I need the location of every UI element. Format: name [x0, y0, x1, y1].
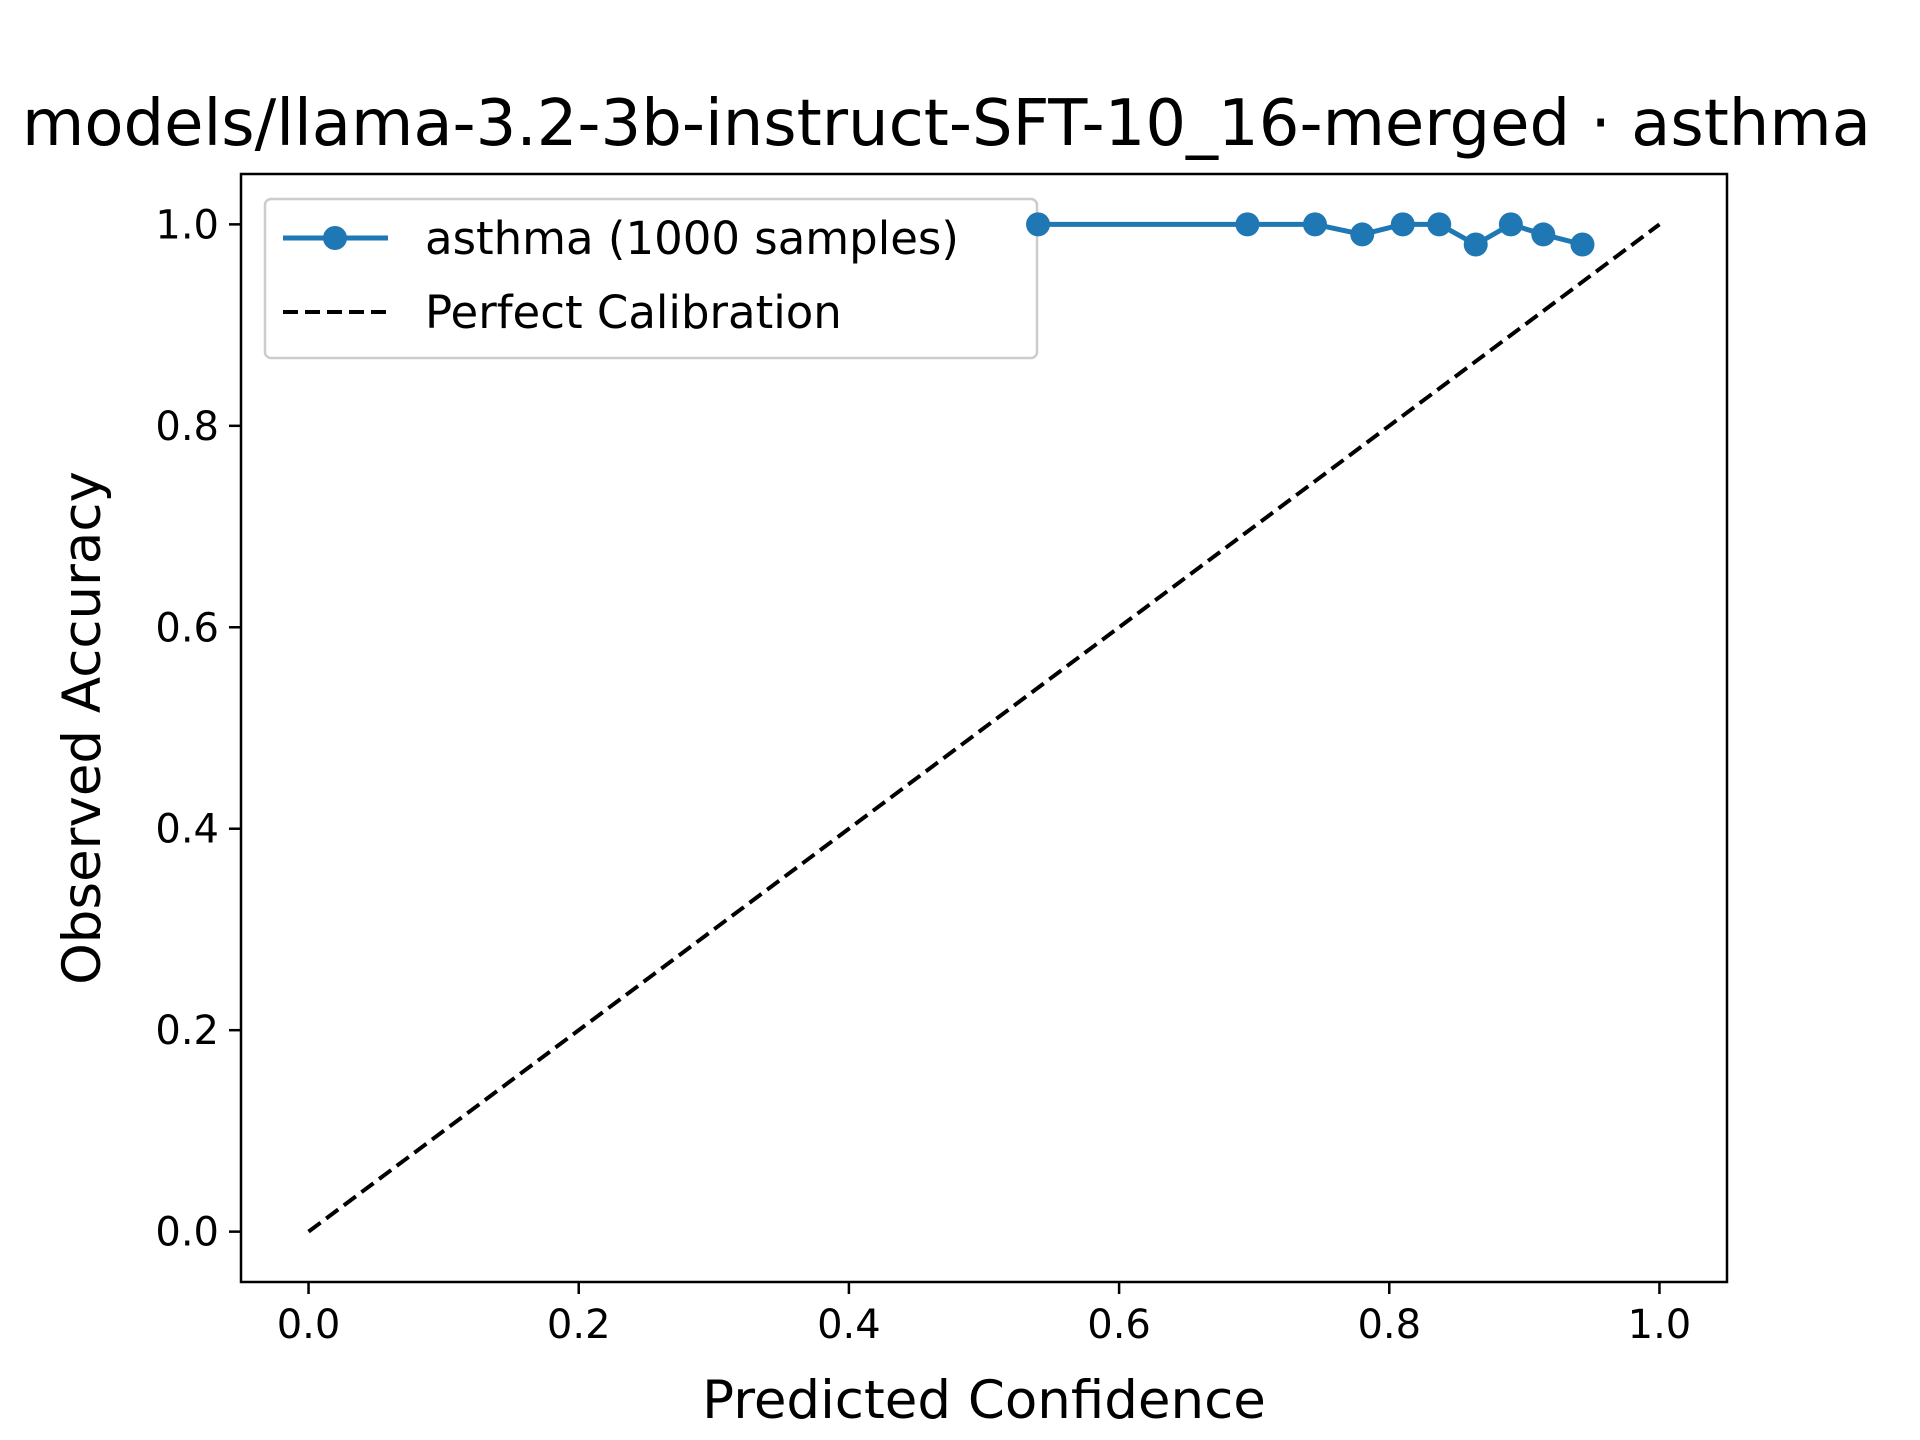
asthma-data-point	[1498, 212, 1523, 237]
y-tick-label: 0.4	[155, 807, 219, 853]
x-tick-label: 0.6	[1087, 1302, 1151, 1348]
y-axis: 0.0 0.2 0.4 0.6 0.8 1.0	[155, 202, 241, 1256]
y-axis-label: Observed Accuracy	[52, 471, 113, 985]
legend: asthma (1000 samples) Perfect Calibration	[263, 197, 1039, 360]
asthma-data-point	[1235, 212, 1260, 237]
chart-title: models/llama-3.2-3b-instruct-SFT-10_16-m…	[22, 87, 1871, 161]
asthma-data-point	[1427, 212, 1452, 237]
plot-frame	[239, 172, 1729, 1284]
x-axis-label: Predicted Confidence	[702, 1370, 1266, 1431]
y-tick-label: 0.2	[155, 1008, 219, 1054]
asthma-data-point	[1463, 232, 1488, 257]
x-tick-label: 0.0	[277, 1302, 341, 1348]
y-tick-label: 1.0	[155, 202, 219, 248]
x-tick-label: 0.8	[1357, 1302, 1421, 1348]
asthma-data-point	[1026, 212, 1051, 237]
y-tick-label: 0.6	[155, 605, 219, 651]
asthma-data-point	[1570, 232, 1595, 257]
asthma-data-point	[1531, 222, 1556, 247]
x-tick-label: 0.2	[547, 1302, 611, 1348]
legend-box	[263, 197, 1039, 360]
asthma-data-point	[1350, 222, 1375, 247]
y-tick-label: 0.0	[155, 1210, 219, 1256]
x-tick-label: 1.0	[1628, 1302, 1692, 1348]
legend-label-asthma: asthma (1000 samples)	[425, 212, 959, 265]
x-tick-label: 0.4	[817, 1302, 881, 1348]
perfect-calibration-line	[307, 222, 1661, 1234]
legend-marker-asthma	[323, 226, 347, 250]
asthma-series-line	[1038, 221, 1584, 248]
legend-label-perfect-calibration: Perfect Calibration	[425, 286, 842, 339]
asthma-data-point	[1302, 212, 1327, 237]
x-axis: 0.0 0.2 0.4 0.6 0.8 1.0	[277, 1282, 1692, 1348]
y-tick-label: 0.8	[155, 404, 219, 450]
asthma-data-point	[1390, 212, 1415, 237]
